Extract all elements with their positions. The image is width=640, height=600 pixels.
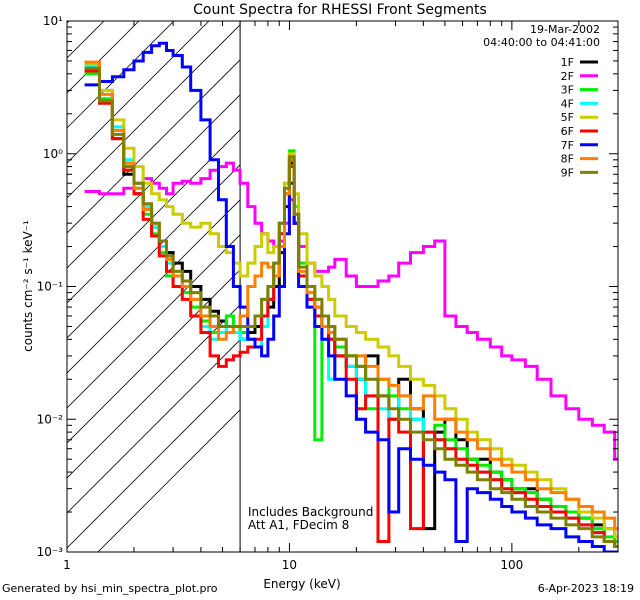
legend-label-1F: 1F	[561, 56, 574, 69]
y-axis-label: counts cm⁻² s⁻¹ keV⁻¹	[21, 220, 35, 352]
series-line-3F	[84, 72, 618, 543]
series-line-4F	[84, 64, 618, 548]
legend-label-5F: 5F	[561, 111, 574, 124]
legend-label-3F: 3F	[561, 84, 574, 97]
hatch-line	[67, 94, 241, 269]
hatch-line	[67, 59, 241, 234]
series-line-8F	[84, 60, 618, 531]
hatch-line	[67, 339, 241, 514]
y-tick-label: 10⁰	[43, 147, 63, 161]
series-line-5F	[84, 61, 618, 539]
legend-label-9F: 9F	[561, 166, 574, 179]
legend-label-8F: 8F	[561, 153, 574, 166]
hatch-line	[67, 304, 241, 479]
axis-ticks: 1 10 100 10⁻³ 10⁻² 10⁻¹ 10⁰ 10¹	[37, 14, 619, 572]
hatch-line	[67, 21, 175, 129]
hatch-line	[67, 21, 105, 59]
legend-label-4F: 4F	[561, 97, 574, 110]
hatched-background-region	[67, 21, 241, 552]
hatch-line	[67, 21, 210, 164]
series-line-9F	[84, 66, 618, 548]
hatch-line	[67, 129, 241, 304]
series-line-7F	[84, 41, 618, 552]
chart-title: Count Spectra for RHESSI Front Segments	[193, 2, 487, 18]
annotation-background: Includes Background	[248, 505, 373, 519]
x-tick-label: 10	[282, 558, 297, 572]
y-tick-label: 10¹	[43, 14, 63, 28]
series-line-6F	[84, 69, 618, 548]
legend-label-7F: 7F	[561, 139, 574, 152]
footer-timestamp: 6-Apr-2023 18:19	[537, 582, 634, 595]
hatch-line	[67, 234, 241, 409]
date-label: 19-Mar-2002	[530, 23, 600, 36]
series-layer	[84, 41, 618, 552]
x-tick-label: 100	[500, 558, 523, 572]
annotation-attenuator: Att A1, FDecim 8	[248, 518, 349, 532]
x-tick-label: 1	[63, 558, 71, 572]
hatch-line	[67, 374, 241, 549]
y-tick-label: 10⁻¹	[37, 280, 64, 294]
legend-label-6F: 6F	[561, 125, 574, 138]
x-axis-label: Energy (keV)	[263, 577, 340, 591]
legend-label-2F: 2F	[561, 70, 574, 83]
y-tick-label: 10⁻³	[37, 545, 64, 559]
footer-generated-by: Generated by hsi_min_spectra_plot.pro	[2, 582, 218, 595]
series-line-1F	[84, 65, 618, 543]
y-tick-label: 10⁻²	[37, 412, 64, 426]
hatch-line	[67, 24, 241, 199]
hatch-line	[97, 409, 241, 552]
hatch-line	[67, 164, 241, 339]
time-range-label: 04:40:00 to 04:41:00	[483, 36, 600, 49]
